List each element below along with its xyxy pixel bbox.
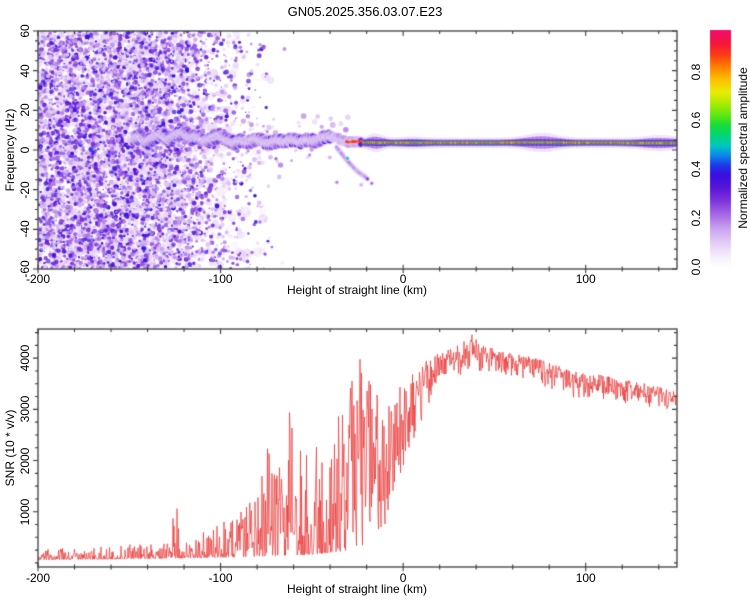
spectrogram-y-tick-label: 40 bbox=[18, 63, 32, 78]
snr-y-tick-label: 4000 bbox=[18, 344, 32, 372]
snr-x-tick-label: -200 bbox=[25, 570, 51, 585]
spectrogram-y-tick-label: -40 bbox=[18, 220, 32, 238]
colorbar-tick-label: 0.0 bbox=[689, 258, 703, 275]
spectrogram-y-tick-label: 60 bbox=[18, 24, 32, 38]
snr-x-tick-label: 100 bbox=[575, 570, 596, 585]
spectrogram-x-tick-label: -100 bbox=[208, 271, 233, 286]
colorbar-tick-label: 0.2 bbox=[689, 209, 703, 227]
colorbar-tick-label: 0.4 bbox=[689, 160, 703, 178]
snr-y-tick-label: 3000 bbox=[18, 395, 32, 423]
spectrogram-y-tick-label: 0 bbox=[18, 146, 32, 154]
snr-x-tick-label: 0 bbox=[399, 570, 407, 585]
figure-title: GN05.2025.356.03.07.E23 bbox=[287, 4, 443, 19]
spectrogram-x-tick-label: -200 bbox=[25, 271, 51, 286]
spectrogram-x-axis-title: Height of straight line (km) bbox=[286, 283, 428, 297]
spectrogram-y-tick-label: -20 bbox=[18, 180, 32, 199]
spectrogram-x-tick-label: 100 bbox=[575, 271, 596, 286]
colorbar-tick-label: 0.8 bbox=[689, 63, 703, 80]
spectrogram-y-axis-title: Frequency (Hz) bbox=[3, 108, 17, 192]
colorbar-tick-label: 0.6 bbox=[689, 111, 703, 129]
spectrogram-y-tick-label: 20 bbox=[18, 103, 32, 118]
snr-x-tick-label: -100 bbox=[208, 570, 233, 585]
colorbar-canvas bbox=[703, 26, 737, 276]
colorbar-title: Normalized spectral amplitude bbox=[736, 67, 750, 229]
snr-y-axis-title: SNR (10 * v/v) bbox=[3, 409, 17, 487]
snr-y-tick-label: 2000 bbox=[18, 447, 32, 474]
spectrogram-canvas bbox=[30, 22, 686, 278]
snr-y-tick-label: 1000 bbox=[18, 498, 32, 526]
snr-x-axis-title: Height of straight line (km) bbox=[286, 582, 428, 596]
spectrogram-y-tick-label: -60 bbox=[18, 260, 32, 278]
snr-canvas bbox=[30, 321, 686, 577]
spectrogram-x-tick-label: 0 bbox=[399, 271, 407, 286]
